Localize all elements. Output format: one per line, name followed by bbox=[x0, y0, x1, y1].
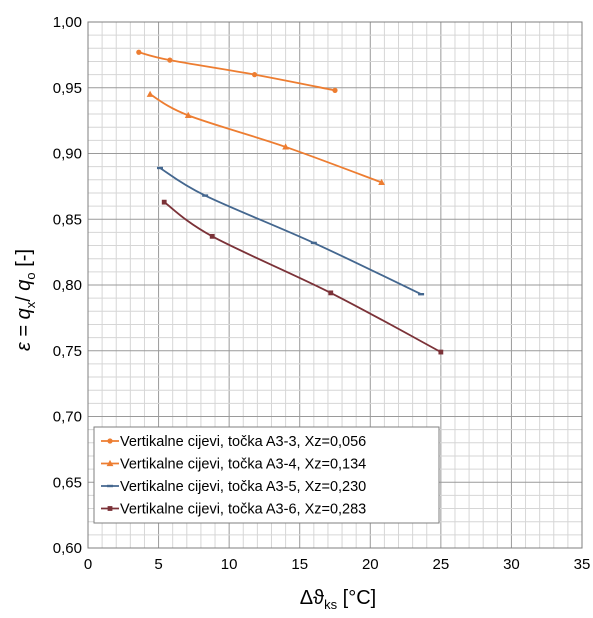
legend-label: Vertikalne cijevi, točka A3-4, Xz=0,134 bbox=[120, 457, 366, 473]
x-tick-label: 15 bbox=[291, 556, 308, 573]
series-3 bbox=[156, 166, 425, 296]
y-title-equals: = bbox=[13, 319, 35, 342]
x-tick-label: 0 bbox=[84, 556, 92, 573]
data-point-marker bbox=[167, 57, 173, 63]
y-title-slash: / bbox=[13, 291, 35, 302]
legend-items: Vertikalne cijevi, točka A3-3, Xz=0,056 V… bbox=[101, 434, 366, 518]
plot-area-frame bbox=[87, 21, 583, 549]
data-point-marker bbox=[332, 87, 338, 93]
legend-marker bbox=[107, 506, 113, 511]
legend-entry: Vertikalne cijevi, točka A3-3, Xz=0,056 bbox=[101, 434, 366, 450]
legend-marker bbox=[107, 438, 113, 444]
x-tick-label: 30 bbox=[503, 556, 520, 573]
y-tick-label: 0,60 bbox=[53, 540, 82, 557]
y-tick-label: 0,85 bbox=[53, 211, 82, 228]
y-title-epsilon: ε bbox=[13, 341, 35, 351]
data-point-marker bbox=[161, 199, 167, 205]
legend-box bbox=[93, 426, 440, 524]
data-point-marker bbox=[209, 233, 215, 239]
y-tick-label: 0,95 bbox=[53, 80, 82, 97]
y-title-q: q bbox=[13, 308, 35, 319]
x-title-subscript: ks bbox=[324, 597, 338, 612]
y-tick-label: 0,90 bbox=[53, 146, 82, 163]
series-line bbox=[159, 167, 422, 296]
y-tick-label: 0,70 bbox=[53, 409, 82, 426]
data-point-marker bbox=[438, 349, 444, 355]
y-title-subscript-x: x bbox=[23, 301, 38, 308]
legend-entry: Vertikalne cijevi, točka A3-5, Xz=0,230 bbox=[101, 479, 366, 495]
y-tick-label: 1,00 bbox=[53, 14, 82, 31]
x-tick-label: 25 bbox=[433, 556, 450, 573]
data-point-marker bbox=[418, 293, 425, 296]
series-1 bbox=[136, 49, 338, 93]
series-line bbox=[163, 201, 442, 353]
y-axis-title: ε = qx/ qo [-] bbox=[13, 249, 38, 351]
series-lines bbox=[136, 49, 444, 355]
x-title-unit: [°C] bbox=[337, 587, 376, 609]
legend-entry: Vertikalne cijevi, točka A3-4, Xz=0,134 bbox=[101, 457, 366, 473]
data-point-marker bbox=[378, 178, 385, 186]
x-tick-label: 35 bbox=[574, 556, 591, 573]
legend-label: Vertikalne cijevi, točka A3-6, Xz=0,283 bbox=[120, 502, 366, 518]
legend: Vertikalne cijevi, točka A3-3, Xz=0,056 V… bbox=[93, 426, 440, 524]
data-point-marker bbox=[328, 290, 334, 296]
data-point-marker bbox=[156, 166, 163, 170]
axis-ticks: 0 5 10 15 20 25 30 35 0,60 0,65 0,70 0,75 0,80 0,85 0,… bbox=[53, 14, 591, 573]
data-point-marker bbox=[136, 49, 142, 55]
legend-marker bbox=[107, 484, 113, 488]
data-point-marker bbox=[282, 143, 289, 150]
data-point-marker bbox=[184, 111, 192, 118]
y-title-subscript-o: o bbox=[23, 272, 38, 279]
legend-entry: Vertikalne cijevi, točka A3-6, Xz=0,283 bbox=[101, 502, 366, 518]
legend-label: Vertikalne cijevi, točka A3-5, Xz=0,230 bbox=[120, 479, 366, 495]
y-tick-label: 0,75 bbox=[53, 343, 82, 360]
x-tick-label: 10 bbox=[221, 556, 238, 573]
y-title-unit: [-] bbox=[13, 249, 35, 272]
y-tick-label: 0,65 bbox=[53, 474, 82, 491]
x-tick-label: 5 bbox=[154, 556, 162, 573]
y-title-q2: q bbox=[13, 280, 35, 291]
y-tick-label: 0,80 bbox=[53, 277, 82, 294]
series-4 bbox=[161, 199, 444, 355]
data-point-marker bbox=[251, 72, 258, 78]
legend-label: Vertikalne cijevi, točka A3-3, Xz=0,056 bbox=[120, 434, 366, 450]
legend-marker bbox=[106, 459, 114, 467]
data-point-marker bbox=[310, 241, 317, 245]
data-point-marker bbox=[202, 194, 209, 197]
x-title-delta-theta: Δϑ bbox=[300, 587, 324, 609]
series-2 bbox=[146, 90, 385, 186]
series-line bbox=[149, 93, 382, 184]
data-point-marker bbox=[146, 90, 154, 97]
x-axis-title: Δϑks [°C] bbox=[300, 587, 376, 612]
x-tick-label: 20 bbox=[362, 556, 379, 573]
series-line bbox=[138, 51, 336, 92]
